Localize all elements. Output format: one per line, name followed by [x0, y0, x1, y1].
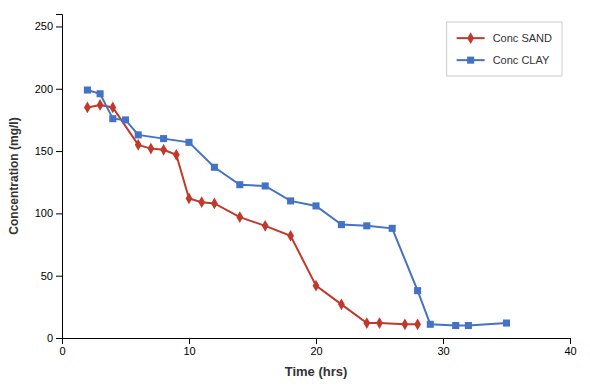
point — [236, 181, 243, 188]
y-tick: 250 — [35, 20, 62, 32]
x-tick: 40 — [564, 338, 576, 357]
point — [287, 197, 294, 204]
y-tick-mark — [56, 89, 62, 90]
point — [135, 131, 142, 138]
y-tick-label: 250 — [35, 20, 53, 32]
point — [363, 222, 370, 229]
point — [414, 318, 421, 330]
point — [376, 317, 383, 329]
x-tick-label: 20 — [310, 345, 322, 357]
y-axis: 0 50 100 150 200 250 — [35, 15, 63, 345]
x-axis: 0 10 20 30 40 — [59, 338, 576, 357]
point — [389, 225, 396, 232]
y-tick-mark — [56, 26, 62, 27]
point — [186, 193, 193, 205]
legend-label: Conc CLAY — [493, 54, 550, 66]
point — [185, 139, 192, 146]
legend: Conc SAND Conc CLAY — [447, 22, 562, 76]
point — [173, 149, 180, 161]
y-tick-mark — [56, 338, 62, 339]
point — [160, 135, 167, 142]
point — [363, 317, 370, 329]
legend-marker — [467, 32, 474, 44]
y-tick-label: 50 — [41, 270, 53, 282]
legend-frame — [447, 22, 562, 76]
x-tick-label: 30 — [437, 345, 449, 357]
point — [402, 318, 409, 330]
point — [465, 322, 472, 329]
series — [84, 86, 510, 329]
point — [414, 287, 421, 294]
x-tick: 0 — [59, 338, 65, 357]
y-tick: 100 — [35, 207, 62, 219]
point — [313, 280, 320, 292]
x-axis-line — [63, 339, 571, 345]
point — [287, 230, 294, 242]
point — [211, 198, 218, 210]
y-tick: 200 — [35, 83, 62, 95]
x-tick-mark — [443, 338, 444, 344]
point — [122, 116, 129, 123]
legend-marker — [467, 57, 474, 64]
point — [503, 320, 510, 327]
x-axis-title: Time (hrs) — [285, 364, 348, 379]
point — [338, 221, 345, 228]
legend-item: Conc SAND — [457, 32, 552, 44]
y-tick-mark — [56, 276, 62, 277]
point — [427, 321, 434, 328]
y-tick-label: 100 — [35, 207, 53, 219]
y-axis-line — [56, 15, 63, 339]
x-tick: 20 — [310, 338, 322, 357]
point — [135, 139, 142, 151]
y-tick-mark — [56, 213, 62, 214]
legend-label: Conc SAND — [493, 32, 552, 44]
point — [109, 115, 116, 122]
series-line — [87, 105, 417, 324]
point — [211, 164, 218, 171]
point — [84, 86, 91, 93]
y-tick: 150 — [35, 145, 62, 157]
point — [84, 102, 91, 114]
point — [452, 322, 459, 329]
series-line — [87, 90, 506, 326]
point — [97, 90, 104, 97]
point — [338, 298, 345, 310]
x-tick: 10 — [183, 338, 195, 357]
x-tick-mark — [316, 338, 317, 344]
x-tick-label: 10 — [183, 345, 195, 357]
y-tick-label: 0 — [47, 332, 53, 344]
x-tick-mark — [570, 338, 571, 344]
y-axis-title: Concentration (mg/l) — [7, 117, 21, 234]
x-tick: 30 — [437, 338, 449, 357]
point — [262, 182, 269, 189]
point — [198, 196, 205, 208]
y-tick-label: 200 — [35, 83, 53, 95]
point — [109, 102, 116, 114]
x-tick-label: 40 — [564, 345, 576, 357]
y-tick: 50 — [41, 270, 62, 282]
plot: 0 10 20 30 40 0 50 100 150 200 250 Time (hrs) Concen… — [7, 15, 577, 380]
y-tick: 0 — [47, 332, 62, 344]
point — [236, 211, 243, 223]
x-tick-label: 0 — [59, 345, 65, 357]
legend-item: Conc CLAY — [457, 54, 550, 66]
x-tick-mark — [189, 338, 190, 344]
point — [160, 144, 167, 156]
point — [262, 220, 269, 232]
point — [97, 99, 104, 111]
y-tick-mark — [56, 151, 62, 152]
marks — [84, 86, 510, 330]
series — [84, 99, 421, 330]
point — [312, 202, 319, 209]
chart: 0 10 20 30 40 0 50 100 150 200 250 Time (hrs) Concen… — [0, 0, 590, 386]
y-tick-label: 150 — [35, 145, 53, 157]
point — [148, 143, 155, 155]
